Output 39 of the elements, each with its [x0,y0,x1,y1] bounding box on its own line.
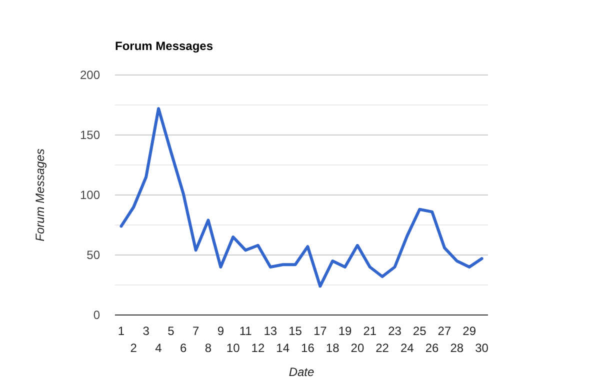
x-tick-label: 30 [475,341,489,355]
x-tick-label: 26 [425,341,440,355]
x-tick-label: 19 [338,324,352,338]
x-tick-label: 23 [388,324,402,338]
x-tick-label: 15 [288,324,302,338]
x-tick-label: 17 [313,324,328,338]
y-tick-label: 100 [80,188,100,202]
x-tick-label: 10 [226,341,240,355]
x-tick-label: 11 [239,324,252,338]
x-tick-label: 2 [130,341,138,355]
line-series [120,107,484,288]
x-tick-label: 27 [438,324,452,338]
chart-title: Forum Messages [115,39,214,53]
x-tick-label: 24 [400,341,414,355]
y-tick-label: 200 [80,68,100,82]
x-tick-label: 3 [142,324,150,338]
x-tick-label: 5 [168,324,175,338]
x-tick-label: 13 [264,324,278,338]
x-tick-label: 29 [462,324,476,338]
x-axis-title: Date [288,365,314,379]
x-tick-label: 9 [217,324,224,338]
y-tick-label: 50 [86,248,100,262]
x-tick-label: 16 [301,341,315,355]
x-tick-label: 22 [376,341,390,355]
x-tick-label: 4 [155,341,162,355]
x-tick-label: 28 [450,341,464,355]
x-tick-label: 1 [118,324,125,338]
y-axis-title: Forum Messages [33,148,47,242]
x-tick-label: 12 [251,341,265,355]
x-tick-label: 25 [412,324,427,338]
x-tick-label: 8 [204,341,212,355]
x-tick-label: 6 [180,341,188,355]
x-tick-label: 7 [192,324,200,338]
x-tick-label: 18 [326,341,340,355]
x-tick-label: 14 [276,341,290,355]
x-tick-label: 20 [350,341,364,355]
y-tick-label: 0 [93,308,100,322]
y-tick-label: 150 [80,128,100,142]
x-tick-label: 21 [363,324,377,338]
